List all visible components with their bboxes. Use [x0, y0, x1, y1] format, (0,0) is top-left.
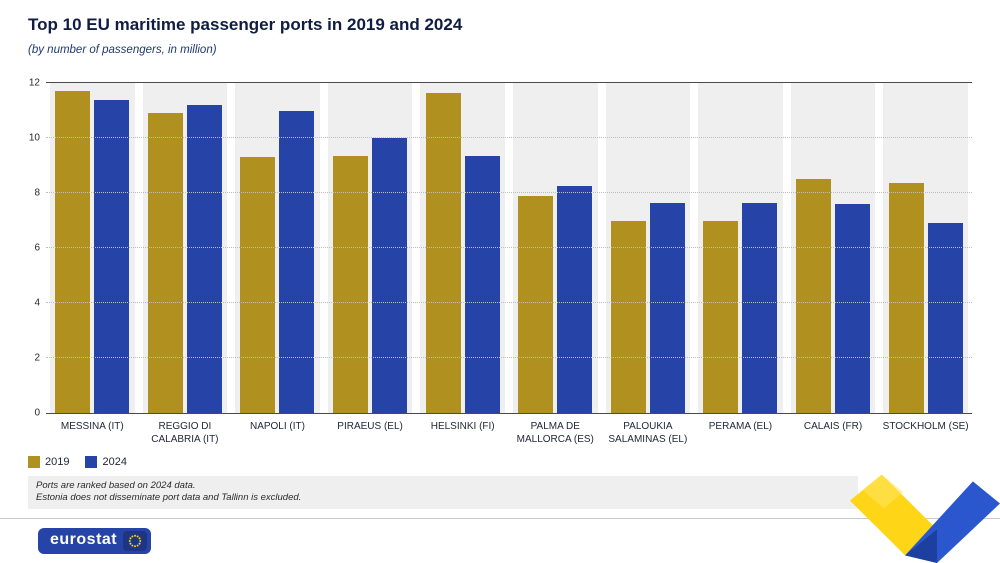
y-axis-tick-label: 2	[34, 352, 40, 364]
eurostat-logo: eurostat	[38, 528, 152, 554]
bar-group	[879, 83, 972, 414]
y-axis-tick-label: 8	[34, 187, 40, 199]
footnotes: Ports are ranked based on 2024 data. Est…	[28, 476, 858, 509]
bar-group	[46, 83, 139, 414]
x-axis-label: NAPOLI (IT)	[249, 421, 305, 433]
bar-2024	[649, 202, 685, 414]
eu-flag-stars-icon	[123, 531, 148, 551]
bar-2019	[610, 220, 646, 414]
bar-2019	[703, 220, 739, 414]
bar-2019	[518, 195, 554, 414]
bar-2024	[94, 99, 130, 414]
bar-2024	[372, 138, 408, 414]
legend-item: 2019	[28, 456, 70, 469]
legend-item: 2024	[85, 456, 127, 469]
legend-swatch	[28, 456, 40, 469]
bar-group	[694, 83, 787, 414]
bar-2024	[464, 155, 500, 414]
bar-2019	[796, 179, 832, 414]
footnote-line: Ports are ranked based on 2024 data.	[36, 480, 196, 492]
eurostat-logo-text: eurostat	[50, 531, 118, 548]
x-axis-label: PERAMA (EL)	[708, 421, 773, 433]
bar-2024	[279, 110, 315, 414]
x-axis-label: PALOUKIA SALAMINAS (EL)	[608, 421, 688, 446]
plot-area: 0 2 4 6 8 10 12	[29, 78, 972, 419]
bar-2019	[333, 155, 369, 414]
legend-swatch	[85, 456, 98, 469]
gridline	[46, 192, 972, 194]
bar-2024	[927, 223, 963, 414]
footnote-line: Estonia does not disseminate port data a…	[36, 492, 302, 504]
bar-groups	[46, 83, 972, 414]
bar-2019	[240, 157, 276, 414]
bar-group	[416, 83, 509, 414]
x-axis-label: HELSINKI (FI)	[430, 421, 495, 433]
bar-2019	[425, 92, 461, 414]
bar-2024	[835, 204, 871, 414]
x-axis-label: PALMA DE MALLORCA (ES)	[516, 421, 594, 446]
x-axis-label: CALAIS (FR)	[803, 421, 863, 433]
y-axis-tick-label: 4	[34, 297, 40, 309]
bar-group	[787, 83, 880, 414]
x-axis-label: MESSINA (IT)	[60, 421, 124, 433]
x-axis-label: REGGIO DI CALABRIA (IT)	[151, 421, 219, 446]
chart: 0 2 4 6 8 10 12 MESSINA (IT) REGGIO DI CALABRIA…	[28, 78, 972, 446]
legend-label: 2019	[45, 456, 70, 469]
gridline	[46, 137, 972, 139]
page-title: Top 10 EU maritime passenger ports in 20…	[28, 15, 463, 34]
x-axis-labels: MESSINA (IT) REGGIO DI CALABRIA (IT) NAPOL…	[46, 420, 972, 446]
y-axis-tick-label: 6	[34, 242, 40, 254]
decorative-ribbon-icon	[849, 474, 1000, 563]
bar-2024	[557, 186, 593, 414]
gridline	[46, 357, 972, 359]
gridline	[46, 247, 972, 249]
page-subtitle: (by number of passengers, in million)	[28, 44, 217, 57]
bar-group	[139, 83, 232, 414]
x-axis-label: STOCKHOLM (SE)	[882, 421, 969, 433]
bar-group	[324, 83, 417, 414]
y-axis-tick-label: 12	[28, 77, 40, 89]
legend: 2019 2024	[28, 456, 972, 469]
footer: eurostat	[0, 518, 1000, 563]
bar-2024	[186, 105, 222, 414]
bar-2019	[888, 183, 924, 414]
bar-2019	[147, 113, 183, 414]
gridline	[46, 302, 972, 304]
x-axis-label: PIRAEUS (EL)	[337, 421, 403, 433]
y-axis-tick-label: 10	[28, 132, 40, 144]
bar-2019	[55, 91, 91, 414]
legend-label: 2024	[102, 456, 127, 469]
bar-group	[602, 83, 695, 414]
bar-group	[509, 83, 602, 414]
bar-2024	[742, 202, 778, 414]
y-axis-tick-label: 0	[34, 407, 40, 419]
bar-group	[231, 83, 324, 414]
